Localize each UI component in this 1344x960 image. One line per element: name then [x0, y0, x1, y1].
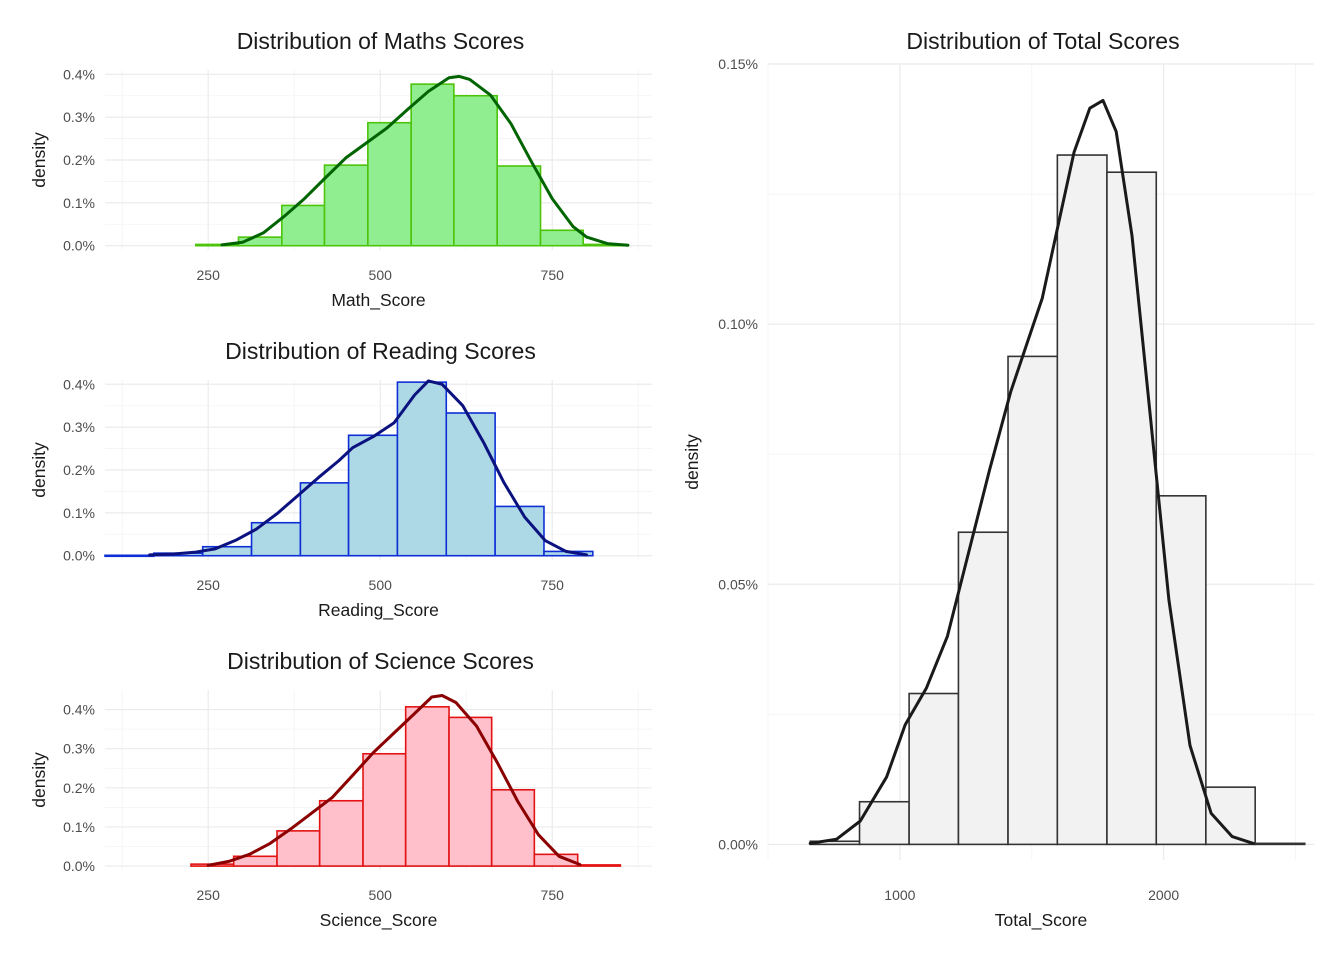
panel-reading: 0.0% 0.1% 0.2% 0.3% 0.4% 250 500 750 Distributio…	[29, 338, 652, 621]
histogram-bar	[453, 94, 498, 247]
histogram-bar	[299, 482, 350, 557]
y-tick-label: 0.0%	[63, 858, 95, 874]
histogram-bar	[318, 799, 364, 867]
y-axis-label: density	[29, 132, 49, 188]
histogram-bar	[490, 788, 536, 867]
y-axis-label: density	[29, 442, 49, 498]
y-tick-label: 0.10%	[718, 316, 758, 332]
x-tick-label: 250	[197, 267, 221, 283]
y-tick-label: 0.4%	[63, 702, 95, 718]
histogram-bar	[396, 381, 448, 557]
y-axis-label: density	[29, 752, 49, 808]
y-tick-label: 0.4%	[63, 66, 95, 82]
histogram-bar	[1007, 355, 1059, 846]
y-tick-label: 0.2%	[63, 780, 95, 796]
x-tick-label: 500	[369, 267, 393, 283]
chart-title: Distribution of Total Scores	[906, 28, 1179, 54]
panel-science: 0.0% 0.1% 0.2% 0.3% 0.4% 250 500 750 Distributio…	[29, 648, 652, 931]
histogram-bar	[908, 692, 960, 846]
x-tick-label: 250	[197, 577, 221, 593]
histogram-bar	[445, 412, 496, 557]
histogram-bar	[104, 554, 155, 558]
histogram-bar	[576, 864, 622, 867]
x-tick-label: 750	[541, 267, 565, 283]
density-curve	[148, 379, 589, 557]
x-tick-label: 1000	[884, 887, 915, 903]
histogram-bar	[347, 434, 399, 557]
histogram-bar	[1254, 842, 1306, 846]
histogram-bar	[957, 531, 1009, 846]
y-tick-label: 0.0%	[63, 548, 95, 564]
y-tick-label: 0.2%	[63, 462, 95, 478]
histogram-bar	[362, 752, 407, 867]
y-tick-label: 0.0%	[63, 238, 95, 254]
density-curve	[808, 98, 1255, 845]
y-tick-label: 0.15%	[718, 56, 758, 72]
x-tick-label: 250	[197, 887, 221, 903]
x-axis-label: Science_Score	[320, 910, 438, 931]
x-tick-label: 750	[541, 887, 565, 903]
y-tick-label: 0.05%	[718, 576, 758, 592]
histogram-bar	[410, 83, 455, 247]
density-curve	[206, 694, 582, 867]
chart-title: Distribution of Maths Scores	[237, 28, 525, 54]
histogram-bar	[367, 121, 412, 247]
y-axis-label: density	[682, 434, 702, 490]
histogram-bar	[276, 830, 321, 867]
y-tick-label: 0.2%	[63, 152, 95, 168]
chart-title: Distribution of Science Scores	[227, 648, 534, 674]
y-tick-label: 0.3%	[63, 109, 95, 125]
panel-math: 0.0% 0.1% 0.2% 0.3% 0.4% 250 500 750 Distributio…	[29, 28, 652, 311]
x-tick-label: 500	[369, 577, 393, 593]
histogram-bar	[539, 229, 584, 247]
x-axis-label: Math_Score	[331, 290, 425, 311]
panel-total: 0.00% 0.05% 0.10% 0.15% 1000 2000 Distribution…	[682, 28, 1314, 931]
y-tick-label: 0.3%	[63, 741, 95, 757]
y-tick-label: 0.00%	[718, 836, 758, 852]
y-tick-label: 0.1%	[63, 819, 95, 835]
y-tick-label: 0.3%	[63, 419, 95, 435]
y-tick-label: 0.1%	[63, 505, 95, 521]
histogram-bar	[1056, 154, 1108, 846]
x-tick-label: 750	[541, 577, 565, 593]
density-curve	[220, 74, 630, 247]
x-tick-label: 2000	[1148, 887, 1179, 903]
y-tick-label: 0.4%	[63, 376, 95, 392]
histogram-bar	[323, 164, 369, 247]
x-tick-label: 500	[369, 887, 393, 903]
histogram-bar	[496, 165, 542, 247]
x-axis-label: Reading_Score	[318, 600, 439, 621]
y-tick-label: 0.1%	[63, 195, 95, 211]
x-axis-label: Total_Score	[995, 910, 1087, 931]
histogram-bar	[404, 706, 450, 867]
histogram-bar	[1106, 171, 1158, 846]
chart-title: Distribution of Reading Scores	[225, 338, 536, 364]
